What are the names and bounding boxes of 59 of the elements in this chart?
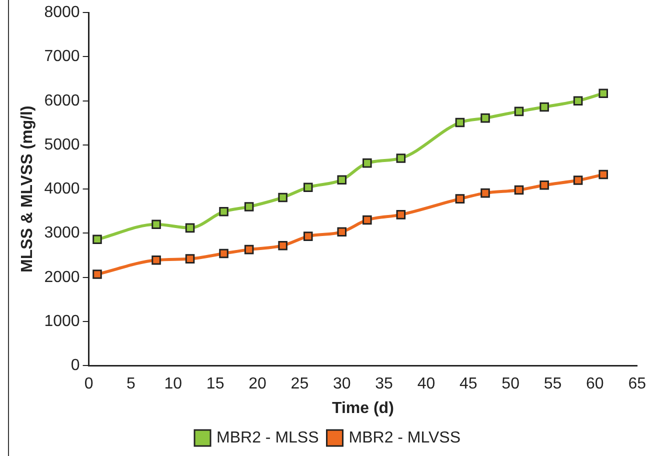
point <box>362 215 372 225</box>
x-tick-label: 45 <box>459 376 478 393</box>
point <box>455 118 465 128</box>
y-tick-label: 4000 <box>44 180 80 198</box>
point <box>185 223 195 233</box>
x-tick-label: 5 <box>126 376 136 393</box>
y-tick-label: 8000 <box>44 4 80 22</box>
point <box>396 210 406 220</box>
x-tick-label: 20 <box>248 376 267 393</box>
point <box>219 248 228 258</box>
point <box>514 185 524 195</box>
point <box>337 175 346 184</box>
x-tick-label: 10 <box>164 376 182 393</box>
x-tick-label: 30 <box>332 376 351 393</box>
point <box>278 192 288 202</box>
x-tick-label: 55 <box>544 376 562 393</box>
y-tick-label: 3000 <box>44 224 80 242</box>
point <box>303 232 313 241</box>
point <box>92 234 102 244</box>
legend-label: MBR2 - MLSS <box>216 429 319 446</box>
x-tick-label: 40 <box>417 376 436 393</box>
y-tick-label: 6000 <box>44 92 80 110</box>
point <box>278 240 288 250</box>
y-tick-label: 2000 <box>44 268 80 286</box>
point <box>185 254 195 264</box>
x-tick-label: 25 <box>290 376 309 393</box>
point <box>598 170 608 180</box>
x-tick-label: 0 <box>84 376 94 393</box>
point <box>573 176 583 185</box>
y-tick-label: 0 <box>70 357 80 374</box>
point <box>480 113 490 123</box>
x-tick-label: 65 <box>628 376 646 393</box>
x-axis-title: Time (d) <box>332 400 394 417</box>
x-tick-label: 35 <box>375 376 394 393</box>
point <box>244 202 254 212</box>
point <box>514 106 524 116</box>
y-tick-label: 5000 <box>44 136 80 154</box>
y-axis-title: MLSS & MLVSS (mg/l) <box>19 106 36 273</box>
point <box>598 88 608 98</box>
x-tick-label: 15 <box>206 376 224 393</box>
point <box>480 188 490 198</box>
y-tick-label: 1000 <box>44 312 80 330</box>
point <box>540 102 549 112</box>
point <box>540 180 549 190</box>
point <box>573 96 583 106</box>
point <box>92 270 102 279</box>
x-tick-label: 50 <box>502 376 520 393</box>
y-tick-label: 7000 <box>44 48 80 66</box>
legend-label: MBR2 - MLVSS <box>348 429 460 446</box>
point <box>303 182 313 192</box>
point <box>152 220 161 230</box>
point <box>337 227 346 237</box>
point <box>362 158 372 168</box>
x-tick-label: 60 <box>586 376 604 393</box>
point <box>152 256 161 265</box>
point <box>396 154 406 163</box>
point <box>455 194 465 204</box>
point <box>219 206 228 216</box>
point <box>244 244 254 254</box>
